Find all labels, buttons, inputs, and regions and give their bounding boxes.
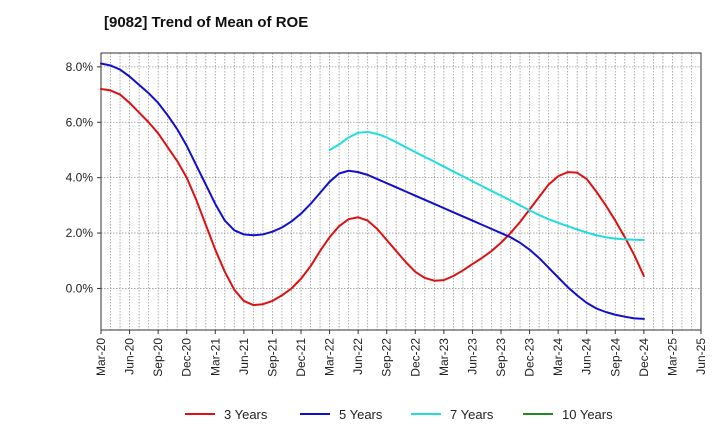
- chart-title: [9082] Trend of Mean of ROE: [104, 14, 309, 31]
- plot-frame: [100, 52, 702, 331]
- x-tick-label: Jun-23: [465, 338, 479, 375]
- x-axis: Mar-20 Jun-20 Sep-20 Dec-20 Mar-21 Jun-21 Sep-…: [94, 330, 708, 377]
- x-tick-label: Jun-20: [123, 338, 137, 375]
- x-tick-label: Mar-21: [208, 338, 222, 376]
- legend-label: 7 Years: [450, 407, 494, 422]
- y-tick-label: 2.0%: [66, 226, 94, 240]
- x-tick-label: Mar-24: [551, 338, 565, 376]
- series-line-7-years: [328, 130, 645, 241]
- x-tick-label: Jun-21: [237, 338, 251, 375]
- y-tick-label: 8.0%: [66, 60, 94, 74]
- series-line-5-years: [100, 62, 645, 320]
- y-tick-label: 6.0%: [66, 115, 94, 129]
- x-tick-label: Mar-25: [665, 338, 679, 376]
- x-tick-label: Jun-24: [580, 338, 594, 375]
- x-tick-label: Dec-23: [523, 338, 537, 377]
- legend-label: 5 Years: [339, 407, 383, 422]
- x-tick-label: Mar-22: [323, 338, 337, 376]
- x-tick-label: Dec-20: [180, 338, 194, 377]
- legend-label: 10 Years: [562, 407, 613, 422]
- x-tick-label: Jun-22: [351, 338, 365, 375]
- x-tick-label: Mar-23: [437, 338, 451, 376]
- x-tick-label: Dec-21: [294, 338, 308, 377]
- x-tick-label: Mar-20: [94, 338, 108, 376]
- legend: 3 Years 5 Years 7 Years 10 Years: [185, 407, 613, 422]
- x-tick-label: Dec-24: [637, 338, 651, 377]
- series-lines: [100, 62, 645, 320]
- x-tick-label: Sep-20: [151, 338, 165, 377]
- y-tick-label: 0.0%: [66, 281, 94, 295]
- x-tick-label: Sep-23: [494, 338, 508, 377]
- x-tick-label: Sep-21: [265, 338, 279, 377]
- x-tick-label: Sep-24: [608, 338, 622, 377]
- x-tick-label: Dec-22: [408, 338, 422, 377]
- legend-label: 3 Years: [224, 407, 268, 422]
- grid: [101, 53, 701, 330]
- series-line-3-years: [100, 88, 645, 307]
- y-axis: 0.0% 2.0% 4.0% 6.0% 8.0%: [66, 60, 101, 295]
- x-tick-label: Sep-22: [380, 338, 394, 377]
- x-tick-label: Jun-25: [694, 338, 708, 375]
- y-tick-label: 4.0%: [66, 171, 94, 185]
